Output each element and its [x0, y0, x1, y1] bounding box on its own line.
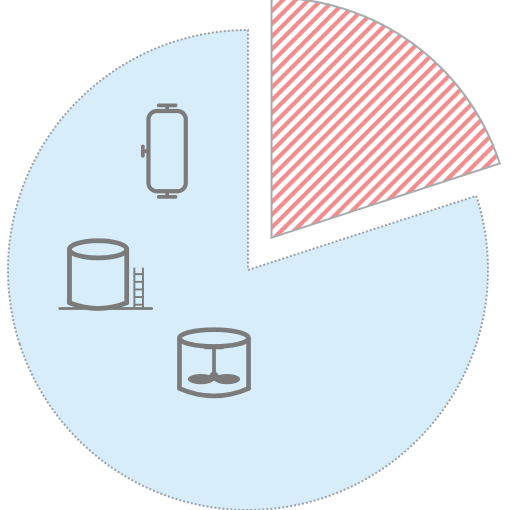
pie-slice-2: [270, 0, 502, 240]
pie-slice-3: [18, 194, 489, 510]
